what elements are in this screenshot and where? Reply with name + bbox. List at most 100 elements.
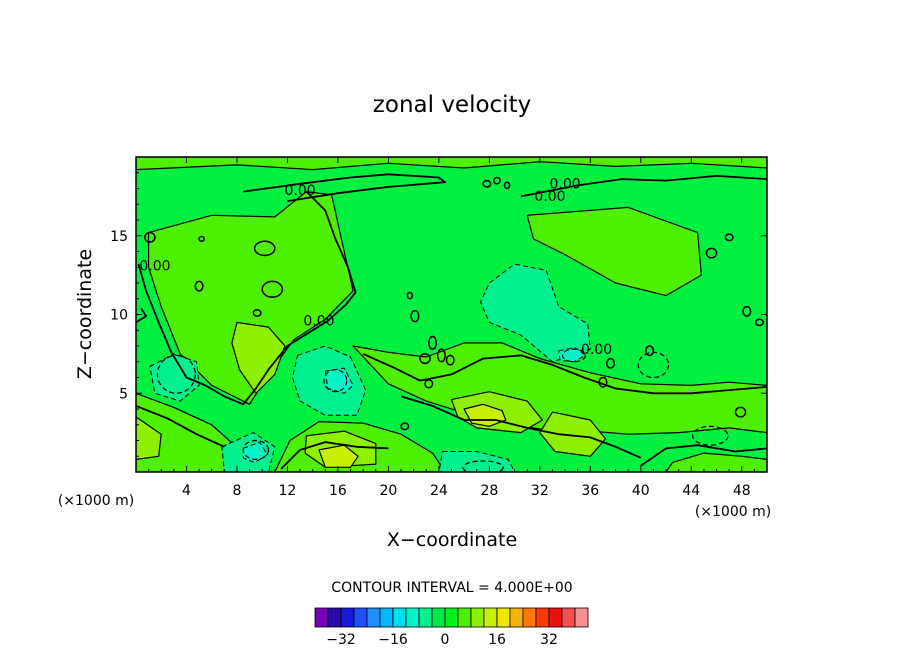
colorbar-swatch-16	[522, 607, 537, 628]
colorbar-swatch-10	[444, 607, 459, 628]
colorbar-swatch-15	[509, 607, 524, 628]
x-tick-label-16: 16	[329, 483, 347, 499]
x-tick-label-28: 28	[480, 483, 498, 499]
zero-contour-4	[362, 353, 767, 395]
small-contour-loop-3	[410, 309, 420, 323]
colorbar-tick-label-4: 32	[540, 632, 558, 648]
x-tick-label-48: 48	[733, 483, 751, 499]
small-contour-loop-8	[424, 379, 434, 389]
x-tick-label-32: 32	[531, 483, 549, 499]
x-tick-label-20: 20	[379, 483, 397, 499]
small-contour-loop-16	[742, 305, 752, 317]
small-contour-loop-2	[406, 291, 414, 300]
negative-contour-loop-6	[691, 425, 729, 446]
colorbar-swatch-0	[314, 607, 329, 628]
x-tick-label-12: 12	[279, 483, 297, 499]
small-contour-loop-24	[400, 422, 410, 431]
small-contour-loop-21	[252, 309, 262, 317]
small-contour-loop-14	[705, 247, 718, 259]
negative-contour-loop-3	[462, 460, 504, 472]
y-axis-label: Z−coordinate	[74, 249, 96, 379]
small-contour-loop-17	[754, 318, 764, 327]
small-contour-loop-20	[194, 280, 204, 292]
x-tick-label-40: 40	[632, 483, 650, 499]
small-contour-loop-15	[724, 233, 734, 242]
x-tick-label-24: 24	[430, 483, 448, 499]
small-contour-loop-9	[482, 179, 492, 188]
contour-region-pos_4-1	[148, 191, 354, 405]
contour-region-pos_4-0	[136, 157, 767, 171]
contour-region-pos_8-7	[231, 321, 286, 394]
colorbar-swatch-19	[561, 607, 576, 628]
contour-label-4: 0.00	[303, 314, 334, 330]
colorbar-swatch-7	[405, 607, 420, 628]
contour-label-0: 0.00	[284, 183, 315, 199]
x-axis-label: X−coordinate	[387, 529, 517, 551]
y-tick-label-5: 5	[119, 386, 128, 402]
plot-area: 0.00 0.000.000.000.000.00 4 8 12 16 20 24 28 32 3…	[110, 156, 768, 499]
zero-contour-8	[640, 444, 767, 467]
zero-contour-5	[400, 395, 642, 459]
contour-region-pos_8-8	[539, 411, 607, 457]
contour-region-neg_4-16	[149, 353, 200, 402]
small-contour-loop-5	[419, 353, 431, 365]
small-contour-loop-19	[144, 231, 156, 243]
contour-region-pos_8-9	[136, 416, 162, 460]
small-contour-loop-10	[493, 176, 501, 185]
small-contour-loop-11	[503, 181, 511, 190]
negative-contour-loop-0	[323, 369, 348, 393]
negative-contour-loop-2	[242, 439, 270, 460]
x-tick-label-4: 4	[182, 483, 191, 499]
x-tick-label-36: 36	[581, 483, 599, 499]
colorbar-swatch-20	[574, 607, 589, 628]
colorbar-swatch-11	[457, 607, 472, 628]
small-contour-loop-18	[645, 345, 655, 357]
zero-contour-1	[520, 174, 767, 198]
x-tick-label-44: 44	[682, 483, 700, 499]
x-unit-right: (×1000 m)	[695, 504, 771, 520]
colorbar-swatch-5	[379, 607, 394, 628]
x-tick-label-8: 8	[232, 483, 241, 499]
contour-region-pos_12-13	[318, 444, 359, 468]
colorbar-tick-label-3: 16	[488, 632, 506, 648]
small-contour-loop-13	[605, 357, 616, 369]
colorbar-swatch-17	[535, 607, 550, 628]
y-tick-label-15: 15	[110, 229, 128, 245]
small-contour-loop-7	[445, 354, 455, 366]
small-contour-loop-6	[436, 348, 446, 363]
small-contour-loop-22	[734, 406, 747, 418]
colorbar-swatch-1	[327, 607, 342, 628]
zero-contour-7	[280, 441, 389, 470]
y-tick-label-10: 10	[110, 308, 128, 324]
small-contour-loop-0	[253, 240, 276, 257]
contour-region-neg_8-19	[324, 367, 354, 394]
contour-region-pos_4-2	[526, 206, 703, 297]
colorbar-tick-label-0: −32	[326, 632, 356, 648]
contour-field	[136, 157, 767, 472]
contour-label-1: 0.00	[549, 177, 580, 193]
chart-title: zonal velocity	[373, 92, 531, 118]
contour-label-2: 0.00	[534, 189, 565, 205]
contour-lines	[136, 173, 767, 472]
contour-label-5: 0.00	[581, 342, 612, 358]
colorbar-swatch-13	[483, 607, 498, 628]
small-contour-loop-4	[428, 335, 438, 350]
colorbar-swatch-6	[392, 607, 407, 628]
zero-contour-2	[137, 190, 357, 406]
small-contour-loop-12	[598, 376, 608, 388]
x-unit-left: (×1000 m)	[58, 493, 134, 509]
colorbar-swatch-3	[353, 607, 368, 628]
small-contour-loop-23	[198, 235, 205, 243]
colorbar-swatch-8	[418, 607, 433, 628]
colorbar-tick-label-2: 0	[441, 632, 450, 648]
colorbar-swatch-14	[496, 607, 511, 628]
contour-label-3: 0.00	[139, 258, 170, 274]
negative-contour-loop-5	[637, 351, 670, 379]
colorbar-swatch-18	[548, 607, 563, 628]
negative-contour-loop-1	[561, 348, 586, 363]
contour-interval-note: CONTOUR INTERVAL = 4.000E+00	[331, 580, 572, 596]
colorbar-swatch-12	[470, 607, 485, 628]
zero-contour-6	[136, 405, 225, 448]
contour-region-neg_4-14	[480, 263, 591, 363]
